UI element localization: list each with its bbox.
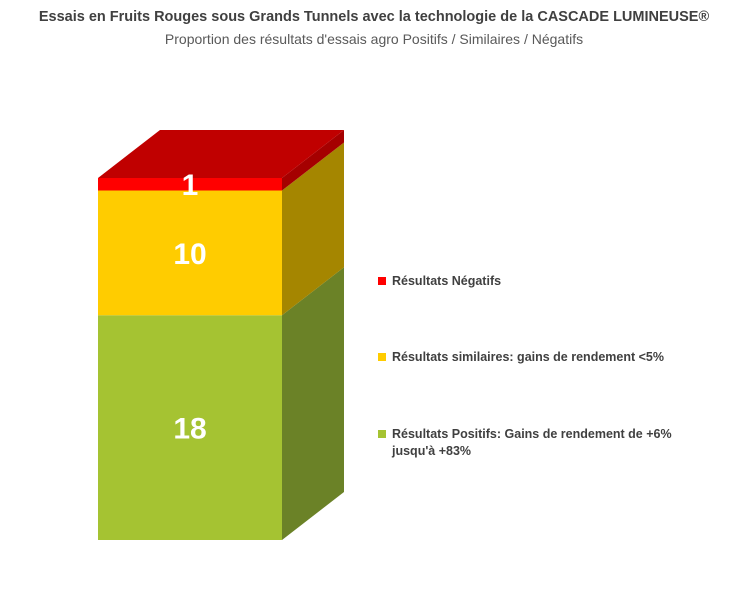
bar-top-face bbox=[98, 130, 344, 178]
data-label-2: 1 bbox=[182, 169, 199, 202]
legend-label-negatifs: Résultats Négatifs bbox=[392, 274, 502, 288]
data-label-1: 10 bbox=[173, 238, 206, 271]
legend-swatch-positifs bbox=[378, 430, 386, 438]
data-label-0: 18 bbox=[173, 413, 206, 446]
segment-2-side bbox=[282, 130, 344, 191]
legend-item-positifs: Résultats Positifs: Gains de rendement d… bbox=[378, 426, 708, 460]
segment-1-side bbox=[282, 142, 344, 316]
legend-item-negatifs: Résultats Négatifs bbox=[378, 273, 728, 290]
legend-swatch-negatifs bbox=[378, 277, 386, 285]
segment-2-front bbox=[98, 178, 282, 191]
legend-swatch-similaires bbox=[378, 353, 386, 361]
segment-1-front bbox=[98, 190, 282, 316]
segment-0-front bbox=[98, 315, 282, 540]
legend-label-similaires: Résultats similaires: gains de rendement… bbox=[392, 350, 664, 364]
chart-subtitle: Proportion des résultats d'essais agro P… bbox=[164, 31, 584, 47]
chart-title: Essais en Fruits Rouges sous Grands Tunn… bbox=[38, 9, 710, 25]
legend-item-similaires: Résultats similaires: gains de rendement… bbox=[378, 349, 728, 366]
legend-label-positifs: Résultats Positifs: Gains de rendement d… bbox=[392, 427, 672, 458]
segment-0-side bbox=[282, 267, 344, 540]
